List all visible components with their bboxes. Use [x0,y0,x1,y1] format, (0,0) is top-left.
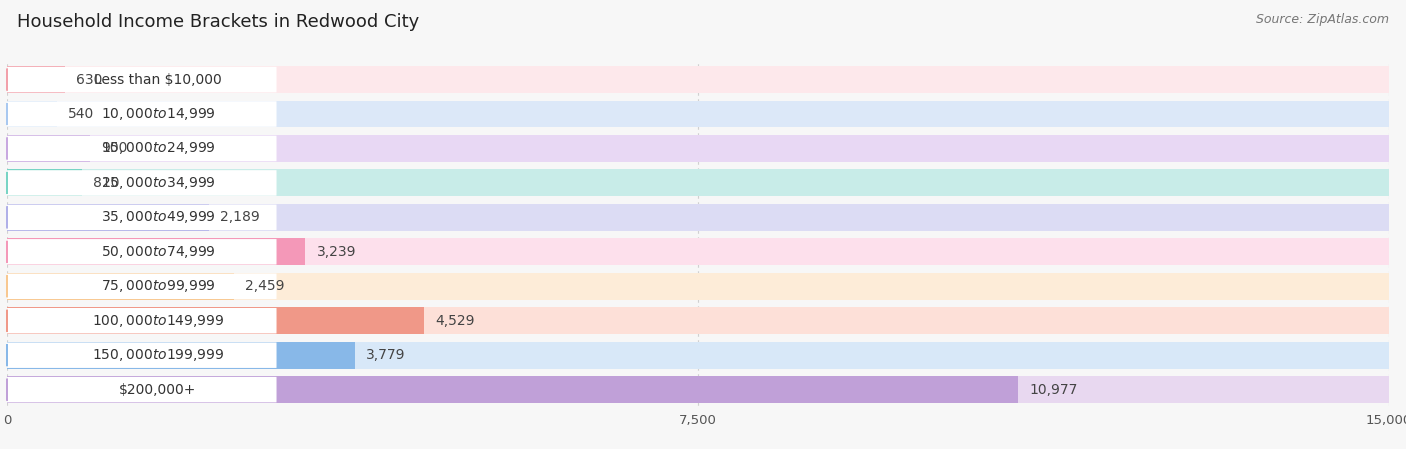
Bar [7,273,233,300]
Text: Source: ZipAtlas.com: Source: ZipAtlas.com [1256,13,1389,26]
Text: 2,459: 2,459 [245,279,284,293]
Text: $100,000 to $149,999: $100,000 to $149,999 [91,313,224,329]
FancyBboxPatch shape [7,67,277,92]
FancyBboxPatch shape [7,170,277,196]
Bar [7,169,1389,196]
Text: 810: 810 [93,176,120,190]
Bar [7,238,305,265]
Bar [7,273,1389,300]
Text: 3,779: 3,779 [367,348,406,362]
Text: 3,239: 3,239 [316,245,356,259]
Text: 10,977: 10,977 [1029,383,1078,396]
FancyBboxPatch shape [7,308,277,334]
Bar [7,342,356,369]
Bar [7,204,1389,231]
Text: $75,000 to $99,999: $75,000 to $99,999 [101,278,215,294]
Bar [7,66,1389,93]
Bar [7,238,1389,265]
Bar [7,101,56,128]
FancyBboxPatch shape [7,101,277,127]
Bar [7,135,1389,162]
Bar [7,376,1018,403]
Text: $15,000 to $24,999: $15,000 to $24,999 [101,141,215,156]
Text: $50,000 to $74,999: $50,000 to $74,999 [101,244,215,260]
FancyBboxPatch shape [7,239,277,264]
Text: Less than $10,000: Less than $10,000 [94,73,222,87]
Text: 900: 900 [101,141,128,155]
Text: $25,000 to $34,999: $25,000 to $34,999 [101,175,215,191]
Bar [7,135,90,162]
Bar [7,342,1389,369]
Bar [7,169,82,196]
Bar [7,307,1389,334]
FancyBboxPatch shape [7,273,277,299]
Bar [7,204,208,231]
Text: 630: 630 [76,73,103,87]
Text: $150,000 to $199,999: $150,000 to $199,999 [91,347,224,363]
Bar [7,101,1389,128]
Bar [7,376,1389,403]
Text: Household Income Brackets in Redwood City: Household Income Brackets in Redwood Cit… [17,13,419,31]
FancyBboxPatch shape [7,377,277,402]
Text: $200,000+: $200,000+ [120,383,197,396]
FancyBboxPatch shape [7,205,277,230]
Text: $35,000 to $49,999: $35,000 to $49,999 [101,209,215,225]
Text: 4,529: 4,529 [436,314,475,328]
Text: 2,189: 2,189 [219,211,260,224]
Text: $10,000 to $14,999: $10,000 to $14,999 [101,106,215,122]
Bar [7,307,425,334]
FancyBboxPatch shape [7,343,277,368]
FancyBboxPatch shape [7,136,277,161]
Text: 540: 540 [67,107,94,121]
Bar [7,66,65,93]
